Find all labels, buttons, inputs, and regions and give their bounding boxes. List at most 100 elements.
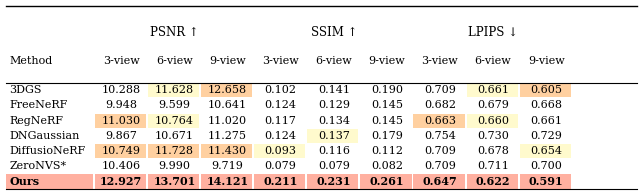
Text: 9-view: 9-view [528, 56, 564, 66]
Text: 0.661: 0.661 [477, 85, 509, 95]
Text: 0.729: 0.729 [531, 131, 562, 141]
FancyBboxPatch shape [307, 175, 358, 189]
FancyBboxPatch shape [307, 129, 358, 143]
Text: Method: Method [10, 56, 53, 66]
FancyBboxPatch shape [201, 83, 252, 97]
Text: ZeroNVS*: ZeroNVS* [10, 161, 67, 171]
Text: 9.867: 9.867 [106, 131, 137, 141]
FancyBboxPatch shape [6, 175, 93, 189]
Text: 10.288: 10.288 [102, 85, 141, 95]
Text: 9-view: 9-view [209, 56, 246, 66]
FancyBboxPatch shape [201, 175, 252, 189]
Text: 0.754: 0.754 [424, 131, 456, 141]
Text: 12.927: 12.927 [100, 176, 143, 187]
Text: DiffusioNeRF: DiffusioNeRF [10, 146, 86, 156]
Text: 0.668: 0.668 [530, 100, 563, 110]
Text: 0.679: 0.679 [477, 100, 509, 110]
Text: 0.093: 0.093 [265, 146, 297, 156]
Text: 0.134: 0.134 [318, 116, 350, 126]
FancyBboxPatch shape [148, 114, 199, 128]
Text: 11.628: 11.628 [155, 85, 194, 95]
Text: 0.129: 0.129 [318, 100, 350, 110]
Text: 13.701: 13.701 [153, 176, 196, 187]
Text: 6-view: 6-view [156, 56, 193, 66]
Text: LPIPS ↓: LPIPS ↓ [468, 26, 518, 39]
Text: 0.102: 0.102 [265, 85, 297, 95]
Text: 0.079: 0.079 [318, 161, 349, 171]
Text: 11.728: 11.728 [155, 146, 194, 156]
FancyBboxPatch shape [95, 144, 146, 158]
Text: 0.711: 0.711 [477, 161, 509, 171]
Text: 10.406: 10.406 [102, 161, 141, 171]
Text: 3-view: 3-view [103, 56, 140, 66]
FancyBboxPatch shape [95, 114, 146, 128]
Text: 0.124: 0.124 [265, 100, 297, 110]
Text: 0.179: 0.179 [371, 131, 403, 141]
FancyBboxPatch shape [360, 175, 412, 189]
Text: 0.700: 0.700 [531, 161, 562, 171]
FancyBboxPatch shape [148, 83, 199, 97]
FancyBboxPatch shape [254, 175, 305, 189]
Text: 0.678: 0.678 [477, 146, 509, 156]
FancyBboxPatch shape [254, 144, 305, 158]
Text: 0.730: 0.730 [477, 131, 509, 141]
Text: 10.671: 10.671 [155, 131, 194, 141]
FancyBboxPatch shape [201, 144, 252, 158]
Text: 0.660: 0.660 [477, 116, 509, 126]
Text: 0.190: 0.190 [371, 85, 403, 95]
FancyBboxPatch shape [95, 175, 146, 189]
Text: 0.124: 0.124 [265, 131, 297, 141]
Text: 10.749: 10.749 [102, 146, 141, 156]
Text: 0.112: 0.112 [371, 146, 403, 156]
Text: 11.430: 11.430 [208, 146, 247, 156]
FancyBboxPatch shape [520, 175, 571, 189]
FancyBboxPatch shape [148, 175, 199, 189]
Text: 3-view: 3-view [262, 56, 299, 66]
Text: 0.145: 0.145 [371, 100, 403, 110]
Text: 0.261: 0.261 [370, 176, 404, 187]
Text: FreeNeRF: FreeNeRF [10, 100, 68, 110]
Text: 0.141: 0.141 [318, 85, 350, 95]
Text: 0.231: 0.231 [317, 176, 351, 187]
Text: 6-view: 6-view [316, 56, 352, 66]
Text: 0.145: 0.145 [371, 116, 403, 126]
Text: 0.682: 0.682 [424, 100, 456, 110]
Text: 0.137: 0.137 [318, 131, 349, 141]
FancyBboxPatch shape [413, 114, 465, 128]
FancyBboxPatch shape [520, 144, 571, 158]
Text: 0.622: 0.622 [476, 176, 510, 187]
Text: 0.591: 0.591 [529, 176, 564, 187]
Text: 0.117: 0.117 [265, 116, 296, 126]
Text: 6-view: 6-view [475, 56, 511, 66]
Text: 11.275: 11.275 [208, 131, 247, 141]
Text: 11.030: 11.030 [102, 116, 141, 126]
Text: 0.605: 0.605 [530, 85, 563, 95]
Text: 0.663: 0.663 [424, 116, 456, 126]
Text: 0.654: 0.654 [530, 146, 563, 156]
Text: PSNR ↑: PSNR ↑ [150, 26, 199, 39]
Text: 10.641: 10.641 [208, 100, 247, 110]
Text: 0.079: 0.079 [265, 161, 296, 171]
Text: 0.647: 0.647 [422, 176, 458, 187]
Text: 10.764: 10.764 [155, 116, 194, 126]
Text: RegNeRF: RegNeRF [10, 116, 63, 126]
Text: 0.709: 0.709 [424, 85, 456, 95]
FancyBboxPatch shape [467, 114, 518, 128]
FancyBboxPatch shape [467, 175, 518, 189]
Text: 9.599: 9.599 [159, 100, 191, 110]
Text: Ours: Ours [10, 176, 40, 187]
Text: 9.948: 9.948 [106, 100, 138, 110]
Text: 0.661: 0.661 [530, 116, 563, 126]
FancyBboxPatch shape [413, 175, 465, 189]
Text: 9.719: 9.719 [212, 161, 243, 171]
Text: 12.658: 12.658 [208, 85, 247, 95]
Text: 3DGS: 3DGS [10, 85, 42, 95]
Text: 0.082: 0.082 [371, 161, 403, 171]
Text: 3-view: 3-view [422, 56, 458, 66]
Text: 9-view: 9-view [369, 56, 405, 66]
FancyBboxPatch shape [467, 83, 518, 97]
Text: 0.709: 0.709 [424, 146, 456, 156]
Text: SSIM ↑: SSIM ↑ [310, 26, 357, 39]
Text: 0.116: 0.116 [318, 146, 350, 156]
Text: 9.990: 9.990 [159, 161, 191, 171]
